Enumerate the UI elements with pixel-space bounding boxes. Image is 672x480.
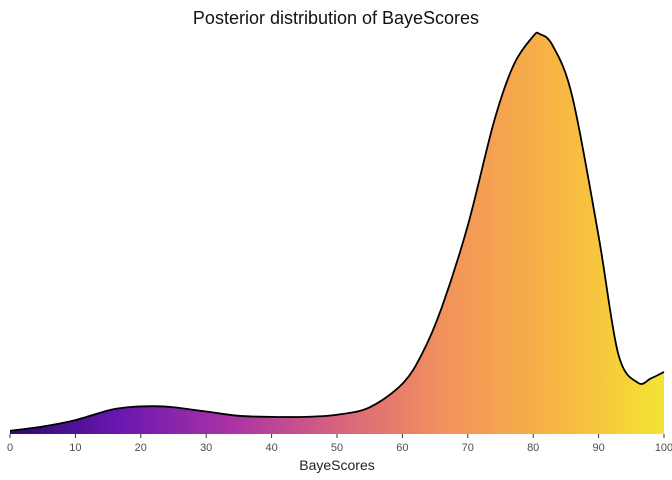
x-axis-title: BayeScores [299, 457, 374, 473]
x-axis: 0 10 20 30 40 50 60 70 80 90 100 [7, 434, 672, 454]
x-tick-label: 50 [331, 442, 343, 454]
x-tick-label: 0 [7, 442, 13, 454]
x-tick-label: 90 [592, 442, 604, 454]
x-tick-label: 70 [462, 442, 474, 454]
x-tick-label: 30 [200, 442, 212, 454]
x-tick-label: 20 [135, 442, 147, 454]
x-tick-label: 100 [655, 442, 672, 454]
chart-title: Posterior distribution of BayeScores [193, 8, 479, 28]
x-tick-label: 80 [527, 442, 539, 454]
x-tick-label: 10 [69, 442, 81, 454]
density-area [10, 32, 664, 435]
x-tick-label: 60 [396, 442, 408, 454]
x-tick-label: 40 [265, 442, 277, 454]
plot-area [9, 31, 665, 435]
density-outline [9, 31, 665, 432]
